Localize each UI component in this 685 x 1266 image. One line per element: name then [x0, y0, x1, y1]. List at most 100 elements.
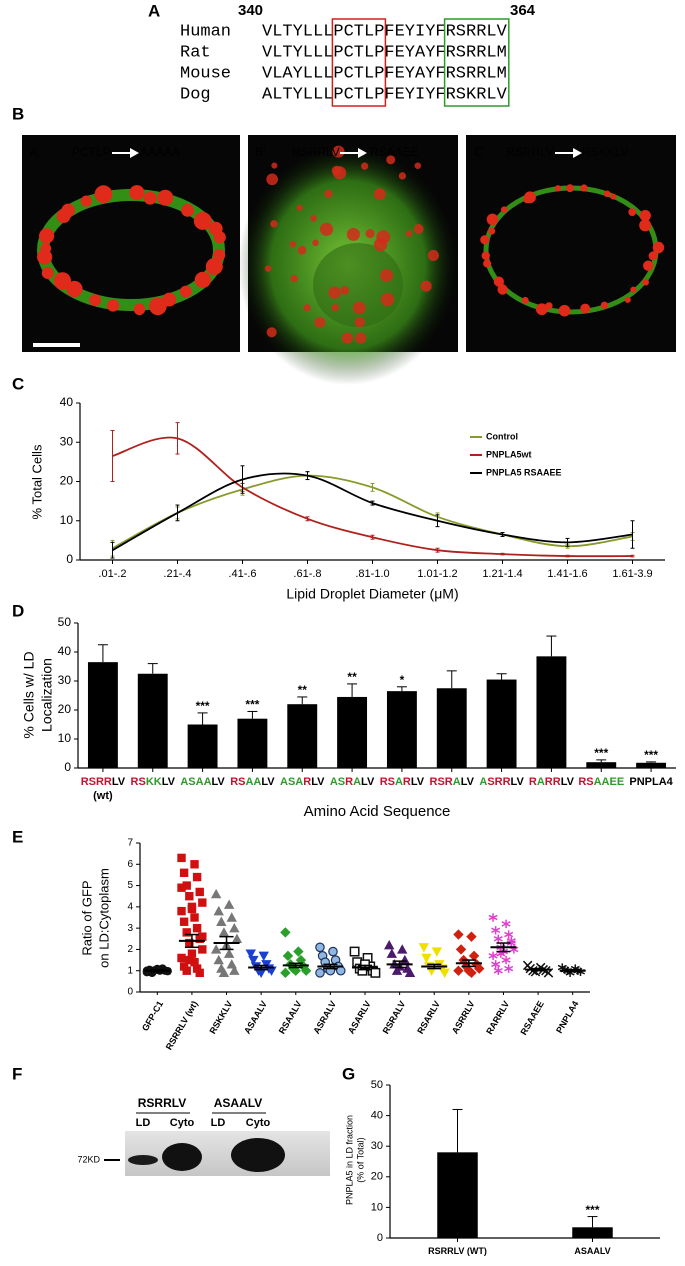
lipid-droplet — [413, 223, 424, 234]
data-point — [179, 962, 189, 971]
data-point — [315, 968, 325, 978]
lipid-droplet — [80, 195, 92, 207]
significance: ** — [347, 670, 357, 684]
lipid-droplet — [398, 172, 407, 180]
data-point — [190, 958, 199, 967]
data-point — [198, 898, 207, 907]
x-tick-label: ASRRLV — [450, 999, 477, 1035]
lipid-droplet — [290, 274, 298, 283]
lipid-droplet — [566, 184, 574, 193]
position-end: 364 — [510, 2, 536, 19]
data-point — [280, 967, 291, 979]
data-point — [384, 939, 395, 950]
data-point — [439, 968, 450, 979]
lipid-droplet — [420, 280, 432, 292]
x-tick-label: 1.01-1.2 — [417, 568, 457, 580]
label-segment: LV — [361, 776, 375, 788]
position-start: 340 — [238, 2, 263, 19]
lipid-droplet — [266, 173, 278, 186]
panel-label: A — [148, 1, 160, 20]
y-tick-label: 2 — [127, 944, 133, 955]
label-segment: R — [529, 776, 537, 788]
data-point — [179, 868, 189, 877]
x-tick-label: RARRLV — [484, 999, 511, 1036]
lipid-droplet — [39, 228, 55, 244]
lipid-droplet — [386, 155, 396, 165]
data-point — [248, 955, 259, 966]
data-point — [386, 948, 398, 958]
lipid-droplet — [340, 286, 350, 295]
data-point — [198, 945, 207, 954]
x-tick-label: RSRALV — [381, 999, 408, 1035]
lipid-droplet — [332, 145, 345, 158]
lipid-droplet — [652, 241, 665, 254]
significance: *** — [585, 1203, 599, 1217]
label-segment: RS — [578, 776, 593, 788]
micrograph-label: A’ — [30, 145, 40, 159]
significance: *** — [245, 698, 259, 712]
lipid-droplet — [554, 185, 562, 192]
data-point — [491, 960, 501, 969]
legend-label: Control — [486, 431, 518, 441]
lipid-droplet — [355, 332, 367, 344]
data-point — [328, 946, 338, 957]
x-tick-label: .21-.4 — [163, 568, 191, 580]
x-tick-label: RSRRLV — [81, 776, 126, 788]
label-segment: KK — [146, 776, 162, 788]
data-point — [177, 853, 186, 863]
lipid-droplet — [148, 297, 167, 316]
lipid-droplet — [405, 230, 413, 237]
data-point — [404, 967, 416, 978]
y-tick-label: 20 — [60, 474, 74, 488]
data-point — [474, 963, 485, 974]
data-point — [399, 954, 411, 965]
label-segment: AS — [330, 776, 345, 788]
lipid-droplet — [41, 267, 54, 280]
lipid-droplet — [480, 235, 490, 245]
x-tick-label: RSKKLV — [131, 776, 176, 788]
y-axis-label: % Cells w/ LD — [21, 651, 37, 738]
bar — [337, 696, 368, 768]
data-point — [255, 968, 267, 979]
lipid-droplet — [603, 190, 611, 198]
blot-marker: 72KD — [77, 1154, 100, 1164]
species: Rat — [180, 43, 211, 62]
lipid-droplet — [314, 317, 326, 328]
x-tick-label: ASAALV — [180, 776, 225, 788]
data-point — [466, 967, 477, 979]
lipid-droplet — [181, 203, 195, 217]
lipid-droplet — [133, 303, 146, 316]
label-segment: A — [537, 776, 545, 788]
blot-lane: LD — [211, 1117, 226, 1129]
micrograph-from: PCTLP — [72, 145, 111, 159]
lipid-droplet — [380, 268, 394, 282]
micrograph — [22, 135, 240, 352]
blot-lane: Cyto — [246, 1117, 271, 1129]
micrograph — [466, 135, 676, 352]
lipid-droplet — [303, 304, 311, 312]
arrow-head — [358, 148, 367, 158]
x-tick-label: ASRALV — [311, 999, 338, 1035]
significance: *** — [644, 748, 658, 762]
lipid-droplet — [558, 304, 571, 317]
bar — [572, 1227, 613, 1238]
data-point — [349, 946, 360, 957]
lipid-droplet — [341, 332, 354, 344]
data-point — [453, 965, 464, 976]
y-tick-label: 10 — [60, 513, 74, 527]
label-segment: PNPLA4 — [629, 776, 673, 788]
bar — [87, 662, 118, 768]
y-tick-label: 0 — [377, 1232, 383, 1244]
data-point — [493, 966, 503, 975]
data-point — [185, 955, 194, 965]
label-segment: A — [395, 776, 403, 788]
micrograph-to: AAAAA — [140, 145, 180, 159]
micrograph-to: RSKKLV — [582, 145, 628, 159]
lipid-droplet — [535, 303, 548, 316]
arrow-head — [130, 148, 139, 158]
data-point — [501, 955, 511, 965]
lipid-droplet — [628, 208, 637, 217]
y-tick-label: 50 — [371, 1079, 383, 1091]
data-point — [210, 888, 222, 899]
